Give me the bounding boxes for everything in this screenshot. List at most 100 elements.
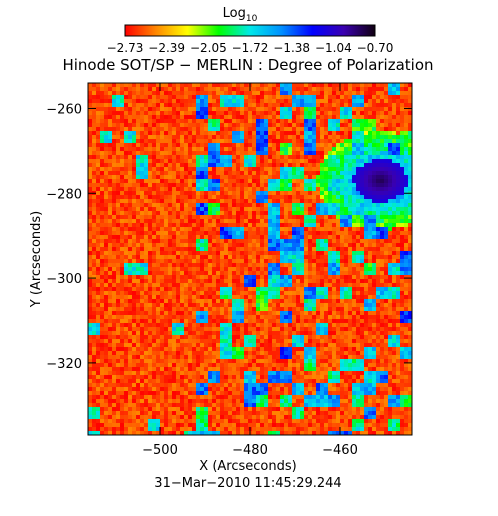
heatmap-cell — [376, 299, 380, 303]
heatmap-cell — [192, 163, 196, 167]
heatmap-cell — [316, 319, 320, 323]
heatmap-cell — [356, 175, 360, 179]
heatmap-cell — [140, 243, 144, 247]
heatmap-cell — [340, 279, 344, 283]
heatmap-cell — [120, 123, 124, 127]
heatmap-cell — [96, 311, 100, 315]
heatmap-cell — [296, 251, 300, 255]
heatmap-cell — [188, 299, 192, 303]
heatmap-cell — [140, 127, 144, 131]
heatmap-cell — [164, 315, 168, 319]
heatmap-cell — [284, 263, 288, 267]
heatmap-cell — [108, 199, 112, 203]
heatmap-cell — [200, 247, 204, 251]
heatmap-cell — [144, 215, 148, 219]
heatmap-cell — [248, 251, 252, 255]
heatmap-cell — [344, 163, 348, 167]
heatmap-cell — [352, 235, 356, 239]
heatmap-cell — [88, 151, 92, 155]
heatmap-cell — [396, 227, 400, 231]
heatmap-cell — [380, 143, 384, 147]
heatmap-cell — [408, 215, 412, 219]
heatmap-cell — [328, 215, 332, 219]
heatmap-cell — [232, 283, 236, 287]
heatmap-cell — [336, 235, 340, 239]
heatmap-cell — [280, 95, 284, 99]
heatmap-cell — [256, 119, 260, 123]
heatmap-cell — [88, 127, 92, 131]
heatmap-cell — [104, 123, 108, 127]
heatmap-cell — [320, 119, 324, 123]
heatmap-cell — [276, 223, 280, 227]
heatmap-cell — [176, 139, 180, 143]
heatmap-cell — [316, 151, 320, 155]
heatmap-cell — [108, 299, 112, 303]
heatmap-cell — [224, 323, 228, 327]
heatmap-cell — [284, 207, 288, 211]
heatmap-cell — [176, 179, 180, 183]
heatmap-cell — [240, 307, 244, 311]
heatmap-cell — [204, 187, 208, 191]
heatmap-cell — [144, 327, 148, 331]
heatmap-cell — [156, 111, 160, 115]
heatmap-cell — [240, 155, 244, 159]
heatmap-cell — [308, 319, 312, 323]
heatmap-cell — [112, 131, 116, 135]
heatmap-cell — [96, 111, 100, 115]
heatmap-cell — [248, 127, 252, 131]
heatmap-cell — [88, 215, 92, 219]
heatmap-cell — [104, 315, 108, 319]
heatmap-cell — [132, 251, 136, 255]
heatmap-cell — [152, 259, 156, 263]
heatmap-cell — [96, 203, 100, 207]
heatmap-cell — [204, 207, 208, 211]
heatmap-cell — [304, 119, 308, 123]
heatmap-cell — [168, 199, 172, 203]
heatmap-cell — [260, 239, 264, 243]
heatmap-cell — [216, 179, 220, 183]
heatmap-cell — [112, 163, 116, 167]
heatmap-cell — [364, 175, 368, 179]
heatmap-cell — [192, 155, 196, 159]
heatmap-cell — [184, 267, 188, 271]
heatmap-cell — [316, 239, 320, 243]
heatmap-cell — [268, 151, 272, 155]
heatmap-cell — [112, 291, 116, 295]
heatmap-cell — [176, 215, 180, 219]
heatmap-cell — [368, 275, 372, 279]
heatmap-cell — [364, 271, 368, 275]
heatmap-cell — [360, 239, 364, 243]
heatmap-cell — [392, 267, 396, 271]
heatmap-cell — [324, 171, 328, 175]
heatmap-cell — [132, 167, 136, 171]
heatmap-cell — [168, 239, 172, 243]
heatmap-cell — [392, 279, 396, 283]
heatmap-cell — [152, 247, 156, 251]
heatmap-cell — [116, 267, 120, 271]
heatmap-cell — [400, 87, 404, 91]
heatmap-cell — [252, 119, 256, 123]
heatmap-cell — [232, 319, 236, 323]
heatmap-cell — [116, 323, 120, 327]
heatmap-cell — [372, 151, 376, 155]
heatmap-cell — [264, 327, 268, 331]
heatmap-cell — [120, 111, 124, 115]
heatmap-cell — [268, 171, 272, 175]
heatmap-cell — [240, 263, 244, 267]
heatmap-cell — [128, 111, 132, 115]
heatmap-cell — [96, 251, 100, 255]
heatmap-cell — [156, 219, 160, 223]
heatmap-cell — [224, 195, 228, 199]
heatmap-cell — [184, 151, 188, 155]
heatmap-cell — [220, 295, 224, 299]
heatmap-cell — [176, 143, 180, 147]
heatmap-cell — [396, 139, 400, 143]
heatmap-cell — [252, 87, 256, 91]
heatmap-cell — [156, 99, 160, 103]
heatmap-cell — [220, 99, 224, 103]
heatmap-cell — [156, 175, 160, 179]
heatmap-cell — [152, 111, 156, 115]
heatmap-cell — [124, 123, 128, 127]
heatmap-cell — [276, 271, 280, 275]
heatmap-cell — [284, 167, 288, 171]
